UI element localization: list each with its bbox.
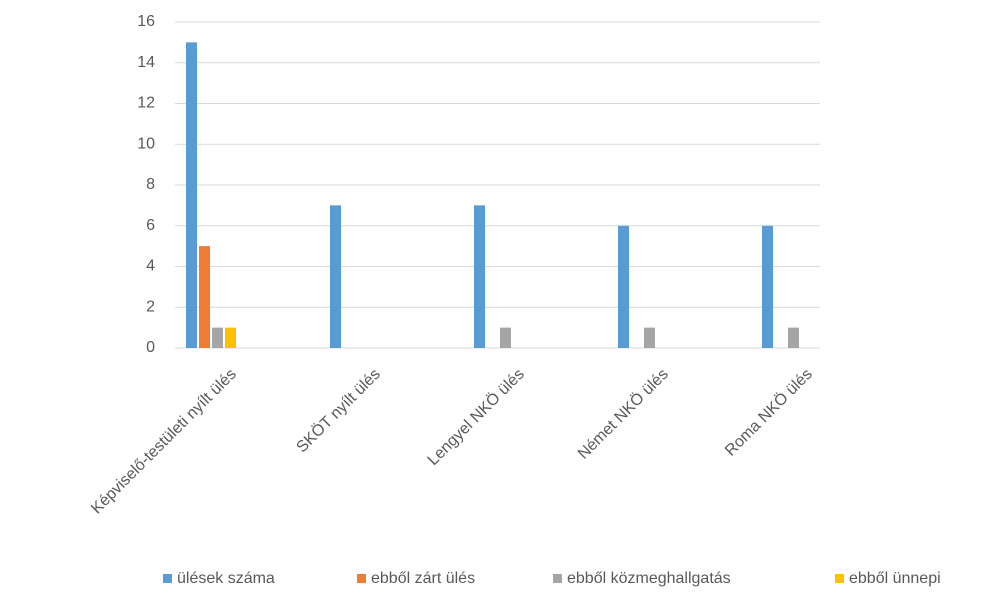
bar	[500, 327, 511, 348]
y-tick-label: 8	[146, 176, 155, 193]
bar	[330, 205, 341, 348]
bar	[186, 42, 197, 348]
x-tick-label: Roma NKÖ ülés	[721, 365, 815, 459]
legend-label: ebből közmeghallgatás	[567, 570, 731, 587]
y-tick-label: 2	[146, 298, 155, 315]
legend-label: ebből zárt ülés	[371, 570, 475, 587]
x-tick-label: Képviselő-testületi nyílt ülés	[88, 366, 240, 518]
legend-label: ebből ünnepi	[849, 570, 941, 587]
legend-swatch	[163, 574, 172, 583]
legend-swatch	[357, 574, 366, 583]
y-tick-label: 16	[137, 13, 155, 30]
x-tick-label: Német NKÖ ülés	[574, 365, 672, 463]
legend-swatch	[835, 574, 844, 583]
y-tick-label: 12	[137, 95, 155, 112]
bar	[788, 327, 799, 348]
x-tick-label: Lengyel NKÖ ülés	[424, 365, 528, 469]
bar	[212, 327, 223, 348]
bar	[474, 205, 485, 348]
y-tick-label: 14	[137, 54, 155, 71]
y-tick-label: 10	[137, 135, 155, 152]
legend-label: ülések száma	[177, 570, 275, 587]
y-tick-label: 0	[146, 339, 155, 356]
bar	[199, 246, 210, 348]
bar	[644, 327, 655, 348]
bar	[225, 327, 236, 348]
y-tick-label: 6	[146, 217, 155, 234]
legend-swatch	[553, 574, 562, 583]
y-tick-label: 4	[146, 258, 155, 275]
bar	[762, 225, 773, 348]
x-tick-label: SKÖT nyílt ülés	[293, 365, 384, 456]
bar	[618, 225, 629, 348]
